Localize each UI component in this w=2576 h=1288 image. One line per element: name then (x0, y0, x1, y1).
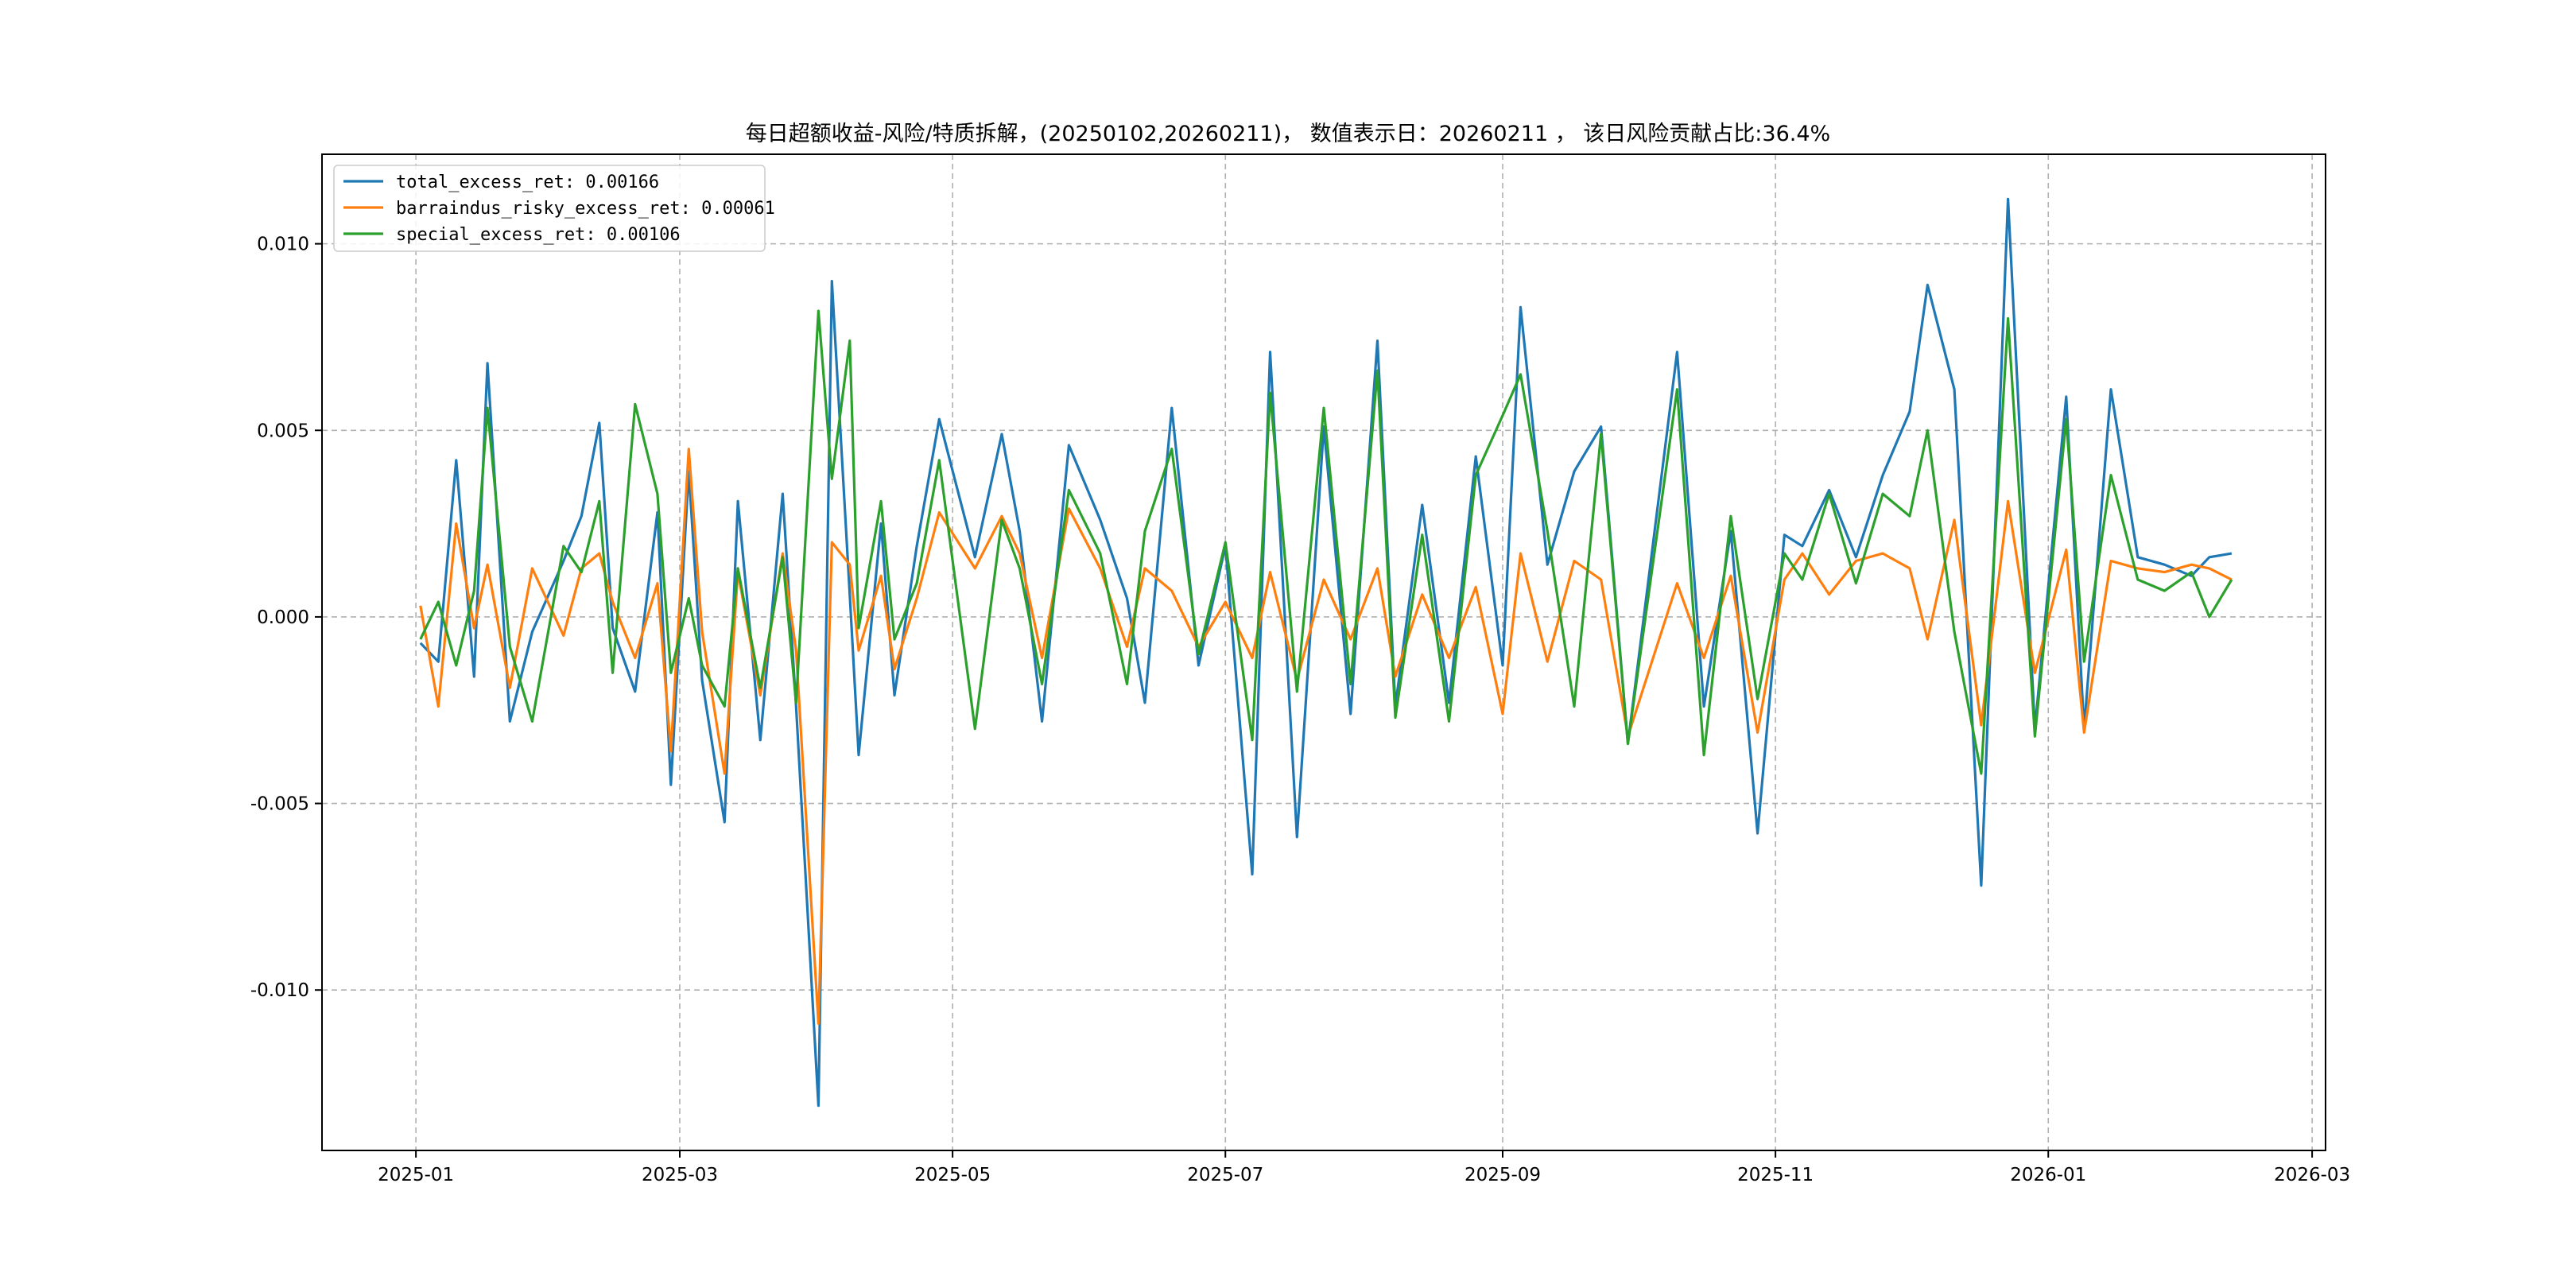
series-2 (419, 448, 2233, 1026)
plot-area-border (321, 153, 2326, 1151)
legend: total_excess_ret: 0.00166 barraindus_risk… (333, 165, 775, 252)
legend-label: special_excess_ret: 0.00106 (396, 225, 681, 245)
chart-title: 每日超额收益-风险/特质拆解，(20250102,20260211)， 数值表示… (746, 122, 1830, 146)
legend-label: total_excess_ret: 0.00166 (396, 173, 659, 192)
x-tick-label: 2026-03 (2274, 1165, 2350, 1185)
plot-series (419, 197, 2233, 1108)
y-tick-label: -0.010 (250, 980, 309, 1001)
y-tick-label: 0.005 (257, 421, 309, 441)
x-tick-label: 2025-09 (1465, 1165, 1541, 1185)
x-tick-label: 2025-01 (378, 1165, 454, 1185)
x-axis: 2025-01 2025-03 2025-05 2025-07 2025-09 2025-… (378, 1150, 2350, 1185)
y-axis: -0.010 -0.005 0.000 0.005 0.010 (250, 235, 322, 1001)
y-tick-label: -0.005 (250, 794, 309, 815)
legend-label: barraindus_risky_excess_ret: 0.00061 (396, 199, 775, 219)
legend-box (333, 165, 766, 252)
y-tick-label: 0.000 (257, 607, 309, 628)
x-tick-label: 2025-07 (1187, 1165, 1263, 1185)
x-tick-label: 2025-11 (1737, 1165, 1814, 1185)
series-3 (419, 309, 2233, 775)
x-tick-label: 2025-05 (914, 1165, 991, 1185)
x-tick-label: 2026-01 (2010, 1165, 2086, 1185)
y-tick-label: 0.010 (257, 235, 309, 255)
x-tick-label: 2025-03 (642, 1165, 718, 1185)
